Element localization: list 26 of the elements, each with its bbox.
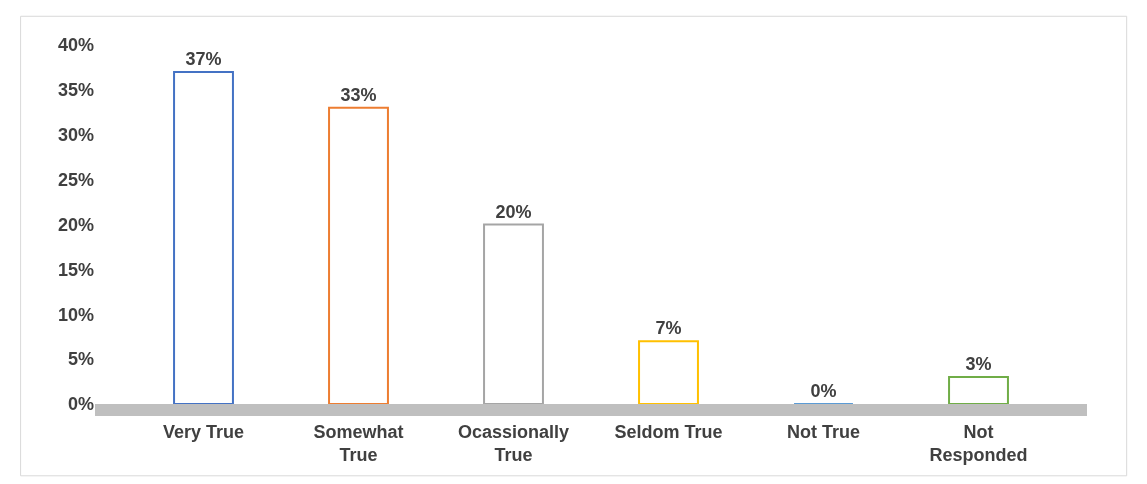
x-tick-label: Ocassionally True	[457, 421, 570, 465]
data-label: 3%	[965, 354, 992, 375]
y-tick-label: 0%	[67, 394, 94, 415]
bar	[638, 340, 699, 404]
data-label: 7%	[655, 318, 682, 339]
x-tick-label: Very True	[162, 421, 245, 442]
bar	[328, 106, 389, 404]
data-label: 20%	[495, 201, 532, 222]
x-tick-label: Seldom True	[614, 421, 723, 442]
bar	[948, 376, 1009, 404]
data-label: 33%	[340, 84, 377, 105]
x-tick-label: Not True	[786, 421, 861, 442]
bar	[483, 223, 544, 404]
y-tick-label: 20%	[57, 214, 94, 235]
x-tick-label: Not Responded	[929, 421, 1028, 465]
bar	[173, 70, 234, 404]
y-tick-label: 10%	[57, 304, 94, 325]
data-label: 37%	[185, 48, 222, 69]
y-tick-label: 30%	[57, 125, 94, 146]
y-tick-label: 25%	[57, 169, 94, 190]
y-tick-label: 15%	[57, 259, 94, 280]
x-tick-label: Somewhat True	[313, 421, 404, 465]
data-label: 0%	[810, 381, 837, 401]
y-tick-label: 5%	[67, 349, 94, 370]
y-tick-label: 35%	[57, 80, 94, 101]
y-tick-label: 40%	[57, 35, 94, 56]
